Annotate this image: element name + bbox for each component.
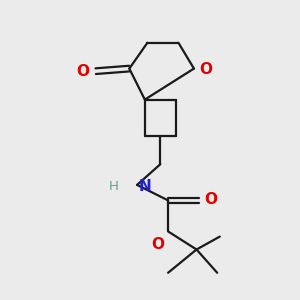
Text: O: O [76, 64, 89, 79]
Text: H: H [109, 180, 119, 193]
Text: O: O [204, 192, 217, 207]
Text: N: N [138, 179, 151, 194]
Text: O: O [199, 62, 212, 77]
Text: O: O [151, 237, 164, 252]
